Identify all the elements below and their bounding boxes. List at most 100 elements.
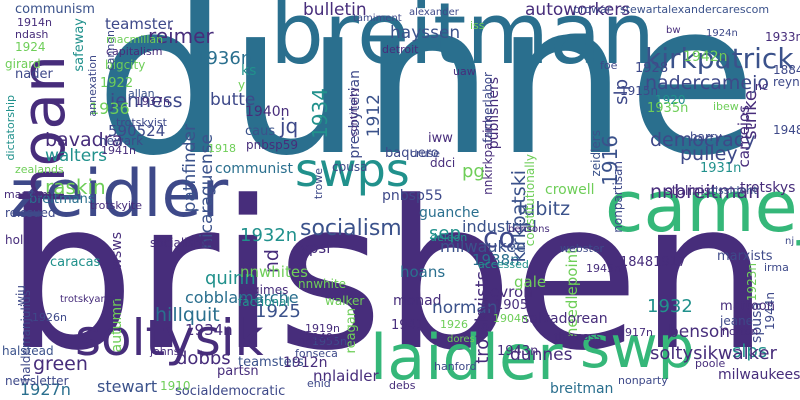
cloud-word: nnwhite xyxy=(298,334,343,347)
cloud-word: communism xyxy=(15,2,95,17)
cloud-word: reynolds xyxy=(773,75,800,89)
cloud-word: 1934 xyxy=(308,88,332,139)
cloud-word: johns xyxy=(150,345,180,358)
cloud-word: baquero xyxy=(385,146,439,161)
cloud-word: nnlaidler xyxy=(313,367,379,385)
cloud-word: stalinist xyxy=(665,184,716,199)
cloud-word: 1920 xyxy=(655,93,686,107)
cloud-word: haldemanjulius xyxy=(19,290,33,382)
cloud-word: 1949n xyxy=(305,331,340,344)
cloud-word: enid xyxy=(307,377,331,390)
cloud-word: prowar xyxy=(573,3,612,16)
cloud-word: 1927n xyxy=(20,380,71,399)
cloud-word: swp xyxy=(580,313,695,381)
cloud-word: communist xyxy=(215,161,293,177)
cloud-word: lubitz xyxy=(518,198,571,220)
cloud-word: 1912n xyxy=(283,355,328,371)
cloud-word: webster xyxy=(560,242,605,255)
cloud-word: nonparty xyxy=(618,374,668,387)
cloud-word: safeway xyxy=(72,18,87,72)
cloud-word: 1918 xyxy=(208,142,236,155)
cloud-word: ndash xyxy=(15,28,49,41)
cloud-word: norman xyxy=(432,298,498,318)
cloud-word: zealands xyxy=(15,163,64,176)
cloud-word: jenness xyxy=(110,90,183,112)
cloud-word: hillquit xyxy=(155,304,220,326)
cloud-word: trotskyanet xyxy=(60,294,117,305)
cloud-word: hoans xyxy=(400,263,446,281)
cloud-word: 1937n xyxy=(135,95,170,108)
cloud-word: 590524 xyxy=(108,122,166,140)
cloud-word: 1923n xyxy=(745,263,759,302)
cloud-word: dunne xyxy=(95,0,757,202)
cloud-word: 1945n xyxy=(586,262,621,275)
cloud-word: nnwhites xyxy=(240,263,308,281)
cloud-word: 1926 xyxy=(440,318,468,331)
cloud-word: 1904n xyxy=(493,312,528,325)
cloud-word: continuity xyxy=(349,87,360,137)
cloud-word: harry xyxy=(690,130,722,144)
cloud-word: gale xyxy=(514,273,547,291)
cloud-word: slps xyxy=(732,341,768,362)
cloud-word: trotskys xyxy=(740,180,796,196)
cloud-word: guanche xyxy=(419,205,480,221)
cloud-word: marxists xyxy=(717,249,773,264)
cloud-word: norton xyxy=(722,325,759,338)
cloud-word: socialismn xyxy=(150,236,214,250)
cloud-word: jeane xyxy=(720,314,754,328)
cloud-word: accessed xyxy=(478,258,529,271)
cloud-word: socialism xyxy=(300,216,402,241)
cloud-word: dores xyxy=(447,334,475,345)
cloud-word: holli xyxy=(5,233,30,247)
cloud-word: ddci xyxy=(430,156,456,170)
cloud-word: poole xyxy=(695,357,726,370)
cloud-word: nc xyxy=(755,80,769,93)
cloud-word: regimes xyxy=(240,283,289,297)
cloud-word: 1931n xyxy=(700,161,742,176)
cloud-word: uaw xyxy=(453,65,476,78)
cloud-word: trowe xyxy=(312,168,325,200)
cloud-word: autoworkers xyxy=(525,0,631,20)
cloud-word: macmillan xyxy=(106,33,164,46)
cloud-word: soltysik xyxy=(75,309,264,367)
cloud-word: fonseca xyxy=(295,347,338,360)
cloud-word: quinn xyxy=(205,268,256,289)
cloud-word: wsws xyxy=(109,232,125,270)
cloud-word: 1905 xyxy=(495,298,529,313)
cloud-word: 1933n xyxy=(765,30,800,44)
cloud-word: green xyxy=(33,353,88,375)
cloud-word: 1924n xyxy=(706,28,738,39)
cloud-word: swps xyxy=(295,143,410,197)
cloud-word: laidler xyxy=(370,321,563,394)
cloud-word: girard xyxy=(5,57,41,71)
cloud-word: 18481917 xyxy=(620,255,687,270)
cloud-word: foe xyxy=(600,59,618,72)
cloud-word: teamsters xyxy=(238,355,304,370)
cloud-word: partsn xyxy=(217,364,259,379)
cloud-word: 1914n xyxy=(17,16,52,29)
cloud-word: teamster xyxy=(105,15,174,33)
cloud-word: 1941 xyxy=(391,318,425,333)
cloud-word: 1955n xyxy=(312,335,347,348)
cloud-word: nadercamejo xyxy=(645,72,770,94)
cloud-word: capitalism xyxy=(106,45,163,58)
cloud-word: industrial xyxy=(462,217,537,236)
cloud-word: walters xyxy=(45,146,108,166)
cloud-word: 1936n xyxy=(195,48,253,69)
cloud-word: 1915n xyxy=(620,84,659,98)
cloud-word: farmerlabor xyxy=(481,72,495,143)
cloud-word: pnbsp59 xyxy=(246,138,298,152)
cloud-word: iww xyxy=(428,131,453,146)
cloud-word: 1935n xyxy=(647,101,689,116)
cloud-word: dissident xyxy=(708,184,758,197)
cloud-word: marxism xyxy=(4,188,52,201)
cloud-word: 1925 xyxy=(255,301,301,322)
cloud-word: hayssen xyxy=(390,23,461,43)
cloud-word: thomass xyxy=(554,330,601,343)
cloud-word: 1926n xyxy=(32,311,67,324)
cloud-word: trotskyite xyxy=(90,199,142,212)
cloud-word: caus xyxy=(245,124,276,139)
cloud-word: milwaukee xyxy=(440,237,526,256)
cloud-word: breitman xyxy=(270,0,656,84)
